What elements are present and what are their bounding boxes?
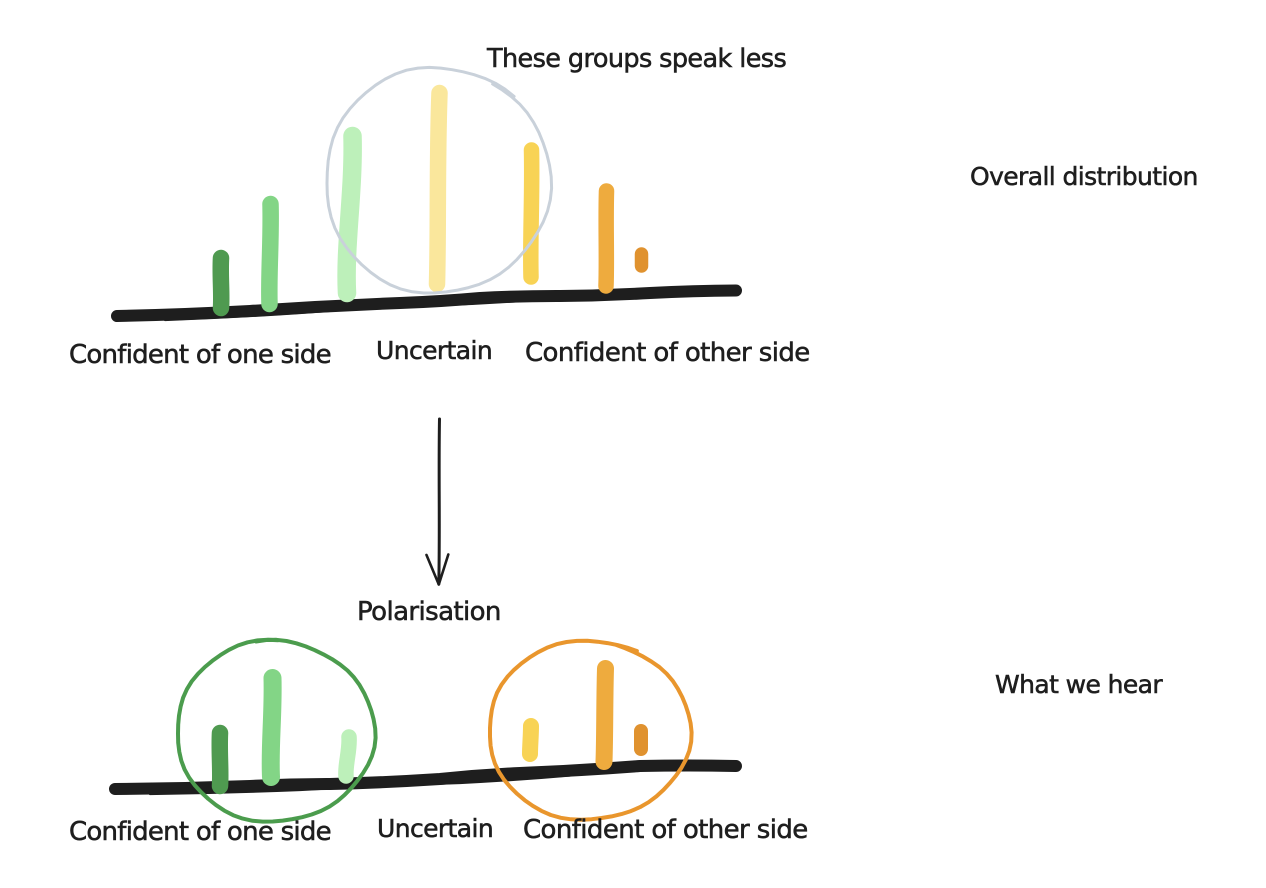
top-bar-lean-one-side bbox=[337, 126, 362, 303]
transition-label: Polarisation bbox=[357, 597, 502, 627]
top-axis-label-right: Confident of other side bbox=[525, 338, 811, 368]
bottom-other-side-group-circle bbox=[488, 638, 694, 822]
bottom-axis-label-right: Confident of other side bbox=[523, 815, 809, 845]
top-bar-confident-one-side-strong bbox=[212, 249, 230, 317]
top-baseline-echo bbox=[163, 299, 522, 322]
bottom-axis-label-middle: Uncertain bbox=[377, 814, 494, 843]
top-bar-confident-other-side-medium bbox=[598, 183, 615, 294]
top-bar-lean-other-side bbox=[523, 142, 540, 285]
bottom-one-side-group-circle bbox=[176, 637, 378, 824]
top-highlight-circle bbox=[325, 65, 554, 295]
bottom-bar-confident-one-side-strong bbox=[211, 724, 229, 795]
bottom-baseline bbox=[109, 759, 742, 795]
top-annotation: These groups speak less bbox=[487, 44, 787, 74]
top-bar-uncertain bbox=[428, 84, 448, 293]
transition-arrow-head bbox=[425, 553, 450, 586]
top-baseline bbox=[111, 284, 742, 322]
top-axis-label-middle: Uncertain bbox=[376, 336, 493, 365]
bottom-bar-confident-one-side-medium bbox=[261, 669, 282, 786]
transition-arrow-shaft bbox=[437, 417, 441, 586]
bottom-bar-lean-one-side bbox=[338, 729, 357, 784]
top-axis-label-left: Confident of one side bbox=[69, 340, 332, 370]
bottom-bar-lean-other-side bbox=[522, 718, 539, 762]
bottom-axis-label-left: Confident of one side bbox=[69, 817, 332, 847]
bottom-bar-confident-other-side-medium bbox=[595, 660, 614, 770]
bottom-side-label: What we hear bbox=[995, 670, 1163, 699]
top-bar-confident-one-side-medium bbox=[261, 195, 279, 313]
top-side-label: Overall distribution bbox=[970, 162, 1199, 191]
